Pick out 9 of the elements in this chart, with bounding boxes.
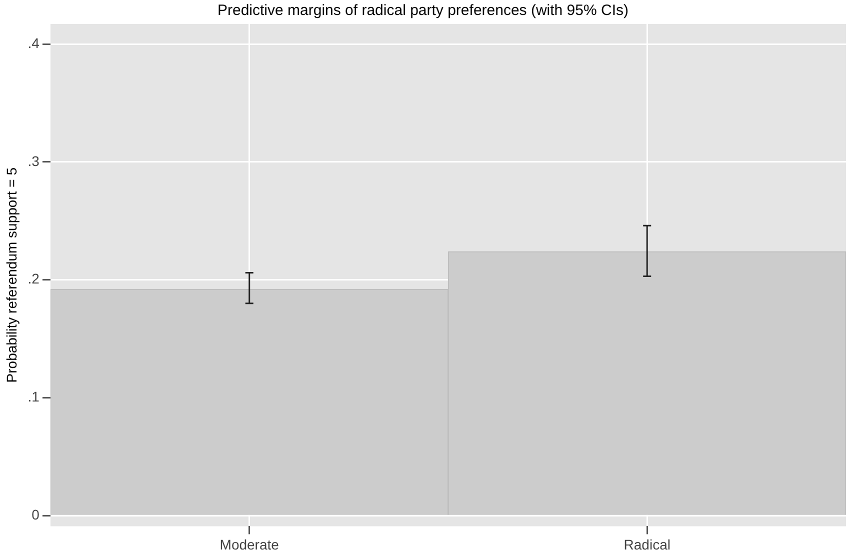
x-tick-label: Radical	[624, 536, 670, 552]
y-tick-label: .1	[28, 388, 40, 405]
y-tick-label: .4	[28, 34, 40, 51]
x-tick-label: Moderate	[220, 536, 280, 552]
y-tick-label: .3	[28, 152, 40, 169]
y-tick-label: .2	[28, 270, 40, 287]
y-tick-label: 0	[32, 506, 40, 522]
y-axis-title: Probability referendum support = 5	[3, 167, 20, 383]
chart-title: Predictive margins of radical party preferences (with 95% CIs)	[218, 2, 628, 20]
